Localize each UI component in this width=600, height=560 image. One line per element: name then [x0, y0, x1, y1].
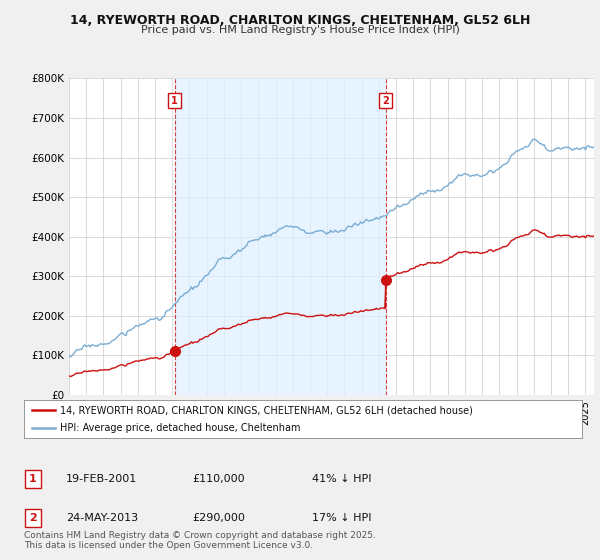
Text: £290,000: £290,000 — [192, 513, 245, 523]
Bar — [175, 78, 386, 395]
Text: 14, RYEWORTH ROAD, CHARLTON KINGS, CHELTENHAM, GL52 6LH: 14, RYEWORTH ROAD, CHARLTON KINGS, CHELT… — [70, 14, 530, 27]
Text: 17% ↓ HPI: 17% ↓ HPI — [312, 513, 371, 523]
Text: 2: 2 — [29, 513, 37, 523]
Text: 41% ↓ HPI: 41% ↓ HPI — [312, 474, 371, 484]
Text: 19-FEB-2001: 19-FEB-2001 — [66, 474, 137, 484]
Text: £110,000: £110,000 — [192, 474, 245, 484]
Text: 2: 2 — [382, 96, 389, 105]
Text: 24-MAY-2013: 24-MAY-2013 — [66, 513, 138, 523]
Text: 1: 1 — [171, 96, 178, 105]
Text: Contains HM Land Registry data © Crown copyright and database right 2025.
This d: Contains HM Land Registry data © Crown c… — [24, 530, 376, 550]
Text: HPI: Average price, detached house, Cheltenham: HPI: Average price, detached house, Chel… — [60, 423, 301, 433]
Text: Price paid vs. HM Land Registry's House Price Index (HPI): Price paid vs. HM Land Registry's House … — [140, 25, 460, 35]
Text: 14, RYEWORTH ROAD, CHARLTON KINGS, CHELTENHAM, GL52 6LH (detached house): 14, RYEWORTH ROAD, CHARLTON KINGS, CHELT… — [60, 405, 473, 415]
Text: 1: 1 — [29, 474, 37, 484]
